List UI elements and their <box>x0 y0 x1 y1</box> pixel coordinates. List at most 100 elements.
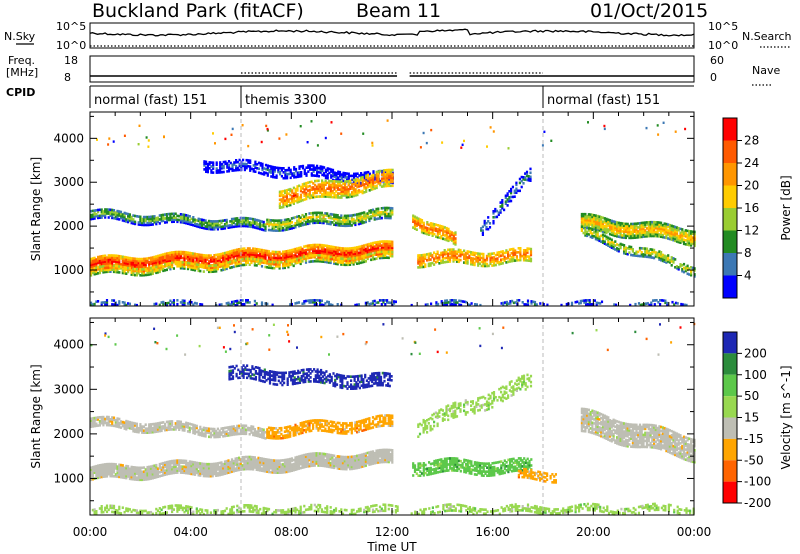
data-cell <box>321 167 324 171</box>
data-cell <box>241 224 244 228</box>
data-cell <box>202 256 205 259</box>
data-cell <box>284 191 287 195</box>
data-cell <box>269 228 272 232</box>
data-cell <box>285 194 288 198</box>
data-cell <box>139 219 142 223</box>
data-cell <box>257 250 260 253</box>
data-cell <box>171 257 174 260</box>
data-cell <box>605 237 608 241</box>
data-cell <box>354 250 357 253</box>
data-cell <box>165 260 168 263</box>
data-cell <box>192 254 195 257</box>
data-cell <box>162 219 165 223</box>
data-cell <box>371 210 375 214</box>
data-cell <box>158 268 161 272</box>
data-cell <box>452 250 455 253</box>
data-cell <box>463 253 466 256</box>
data-cell <box>388 174 391 178</box>
data-cell <box>271 229 274 232</box>
data-cell <box>336 214 339 217</box>
data-cell <box>305 197 308 201</box>
data-cell <box>347 174 350 178</box>
data-cell <box>179 254 182 258</box>
data-cell <box>269 258 272 261</box>
data-cell <box>600 219 603 223</box>
data-cell <box>445 236 448 240</box>
data-cell <box>296 251 299 254</box>
data-cell <box>386 174 389 178</box>
data-cell <box>653 220 656 224</box>
data-cell <box>526 251 529 254</box>
data-cell <box>294 216 297 219</box>
data-cell <box>670 228 673 231</box>
data-cell <box>248 221 251 224</box>
data-cell <box>630 222 633 226</box>
data-cell <box>276 265 279 268</box>
data-cell <box>642 255 645 258</box>
data-cell <box>584 226 587 230</box>
data-cell <box>306 141 309 144</box>
data-cell <box>144 269 147 272</box>
data-cell <box>589 215 592 218</box>
data-cell <box>278 194 281 198</box>
data-cell <box>236 299 239 303</box>
data-cell <box>591 217 594 221</box>
data-cell <box>329 220 332 224</box>
data-cell <box>202 254 205 257</box>
data-cell <box>139 217 142 221</box>
data-cell <box>386 252 389 255</box>
data-cell <box>100 303 103 306</box>
data-cell <box>483 219 486 223</box>
data-cell <box>334 215 338 219</box>
data-cell <box>386 299 389 302</box>
data-cell <box>588 302 591 306</box>
data-cell <box>377 209 380 212</box>
data-cell <box>359 176 362 180</box>
data-cell <box>301 251 304 255</box>
data-cell <box>529 259 533 263</box>
data-cell <box>663 228 666 231</box>
data-cell <box>232 249 235 252</box>
data-cell <box>102 210 105 213</box>
data-cell <box>507 252 510 256</box>
data-cell <box>202 266 205 269</box>
data-cell <box>663 222 666 225</box>
data-cell <box>380 254 383 258</box>
data-cell <box>517 258 520 262</box>
data-cell <box>380 240 383 243</box>
data-cell <box>347 191 350 195</box>
data-cell <box>386 240 389 243</box>
data-cell <box>463 139 465 143</box>
data-cell <box>121 301 124 304</box>
data-cell <box>188 215 191 218</box>
data-cell <box>324 170 327 174</box>
data-cell <box>142 263 146 267</box>
data-cell <box>598 217 601 220</box>
data-cell <box>208 256 211 259</box>
data-cell <box>111 303 114 306</box>
data-cell <box>215 253 218 257</box>
data-cell <box>232 261 235 264</box>
data-cell <box>461 143 464 146</box>
data-cell <box>525 303 528 306</box>
data-cell <box>600 227 603 231</box>
data-cell <box>507 302 510 305</box>
data-cell <box>186 302 190 305</box>
data-cell <box>661 259 664 263</box>
data-cell <box>343 253 346 256</box>
data-cell <box>238 250 241 253</box>
data-cell <box>445 252 448 256</box>
data-cell <box>354 219 357 223</box>
data-cell <box>287 227 290 231</box>
data-cell <box>480 256 483 260</box>
data-cell <box>321 195 324 198</box>
data-cell <box>384 244 387 247</box>
data-cell <box>672 231 675 234</box>
data-cell <box>230 251 234 255</box>
data-cell <box>417 260 420 263</box>
data-cell <box>293 168 296 171</box>
data-cell <box>236 219 239 222</box>
data-cell <box>90 267 93 271</box>
data-cell <box>359 178 362 182</box>
data-cell <box>420 261 423 265</box>
